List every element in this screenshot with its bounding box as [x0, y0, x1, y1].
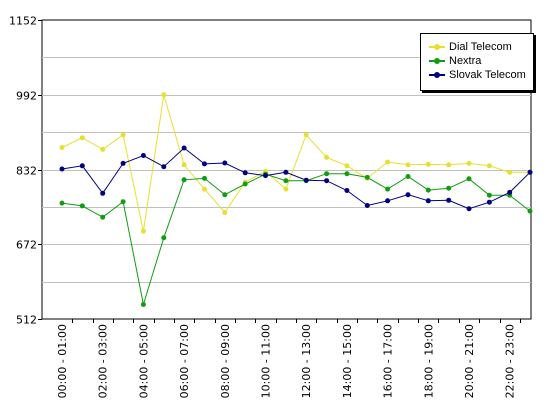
x-tick-label: 12:00 - 13:00 — [300, 324, 313, 398]
data-point — [385, 186, 391, 192]
data-point — [486, 163, 492, 169]
data-point — [303, 177, 309, 183]
data-point — [181, 162, 187, 168]
data-point — [446, 162, 452, 168]
data-point — [202, 161, 207, 167]
data-point — [202, 186, 207, 192]
data-point — [507, 169, 513, 175]
data-point — [405, 192, 411, 198]
data-point — [324, 154, 330, 160]
data-point — [446, 197, 452, 203]
data-point — [364, 203, 370, 208]
data-point — [303, 132, 309, 138]
data-point — [59, 200, 65, 206]
data-point — [425, 187, 431, 193]
data-point — [79, 203, 85, 209]
data-point — [242, 170, 248, 176]
legend-label: Slovak Telecom — [449, 69, 526, 81]
x-tick-label: 20:00 - 21:00 — [463, 324, 476, 398]
data-point — [161, 235, 167, 241]
data-point — [486, 199, 492, 205]
data-point — [466, 206, 472, 212]
x-tick-label: 02:00 - 03:00 — [97, 324, 110, 398]
legend-item: Nextra — [421, 54, 533, 68]
legend-swatch-dot — [434, 58, 440, 64]
data-point — [222, 160, 228, 166]
data-point — [181, 145, 187, 151]
legend-label: Dial Telecom — [449, 41, 512, 53]
y-tick-label: 512 — [16, 314, 37, 327]
data-point — [385, 198, 391, 204]
y-tick-label: 1152 — [9, 15, 37, 28]
x-tick-label: 00:00 - 01:00 — [56, 324, 69, 398]
data-point — [283, 186, 289, 192]
data-point — [405, 174, 411, 179]
y-tick-label: 832 — [16, 165, 37, 178]
data-point — [344, 171, 350, 177]
data-point — [527, 169, 533, 175]
data-point — [466, 160, 472, 166]
data-point — [324, 178, 330, 184]
data-point — [222, 210, 228, 215]
y-tick-label: 992 — [16, 90, 37, 103]
data-point — [324, 171, 330, 177]
data-point — [161, 164, 167, 170]
data-point — [100, 146, 106, 152]
data-point — [100, 190, 106, 196]
data-point — [364, 174, 370, 180]
x-tick-label: 22:00 - 23:00 — [504, 324, 517, 398]
x-tick-label: 06:00 - 07:00 — [178, 324, 191, 398]
legend-label: Nextra — [449, 55, 482, 67]
legend-swatch-dot — [434, 44, 440, 50]
data-point — [425, 161, 431, 167]
data-point — [79, 135, 85, 141]
data-point — [507, 189, 513, 195]
data-point — [59, 145, 65, 150]
data-point — [161, 92, 167, 98]
data-point — [222, 192, 228, 198]
series-line — [61, 94, 530, 232]
data-point — [466, 176, 472, 182]
legend-swatch-dot — [434, 72, 440, 78]
data-point — [140, 302, 146, 307]
data-point — [283, 178, 289, 184]
data-point — [120, 199, 126, 205]
legend: Dial Telecom Nextra Slovak Telecom — [420, 33, 534, 91]
data-point — [120, 160, 126, 166]
x-tick-label: 10:00 - 11:00 — [260, 324, 273, 398]
data-point — [283, 169, 289, 175]
data-point — [486, 192, 492, 198]
data-point — [202, 175, 207, 181]
data-point — [242, 181, 248, 187]
data-point — [120, 132, 126, 138]
data-point — [344, 163, 350, 169]
data-point — [527, 208, 533, 214]
data-point — [59, 166, 65, 172]
data-point — [263, 173, 268, 179]
data-point — [344, 188, 350, 193]
data-point — [79, 163, 85, 169]
legend-item: Dial Telecom — [421, 40, 533, 54]
data-point — [140, 153, 146, 158]
x-tick-label: 04:00 - 05:00 — [137, 324, 150, 398]
x-tick-label: 08:00 - 09:00 — [219, 324, 232, 398]
data-point — [405, 162, 411, 168]
x-tick-label: 18:00 - 19:00 — [422, 324, 435, 398]
x-tick-label: 14:00 - 15:00 — [341, 324, 354, 398]
x-tick-label: 16:00 - 17:00 — [382, 324, 395, 398]
data-point — [100, 214, 106, 220]
data-point — [140, 228, 146, 234]
series-line — [61, 147, 531, 210]
legend-item: Slovak Telecom — [421, 68, 533, 82]
data-point — [385, 159, 391, 165]
data-point — [425, 198, 431, 204]
y-tick-label: 672 — [16, 239, 37, 252]
data-point — [181, 177, 187, 183]
series-line — [61, 173, 531, 305]
data-point — [446, 185, 452, 191]
